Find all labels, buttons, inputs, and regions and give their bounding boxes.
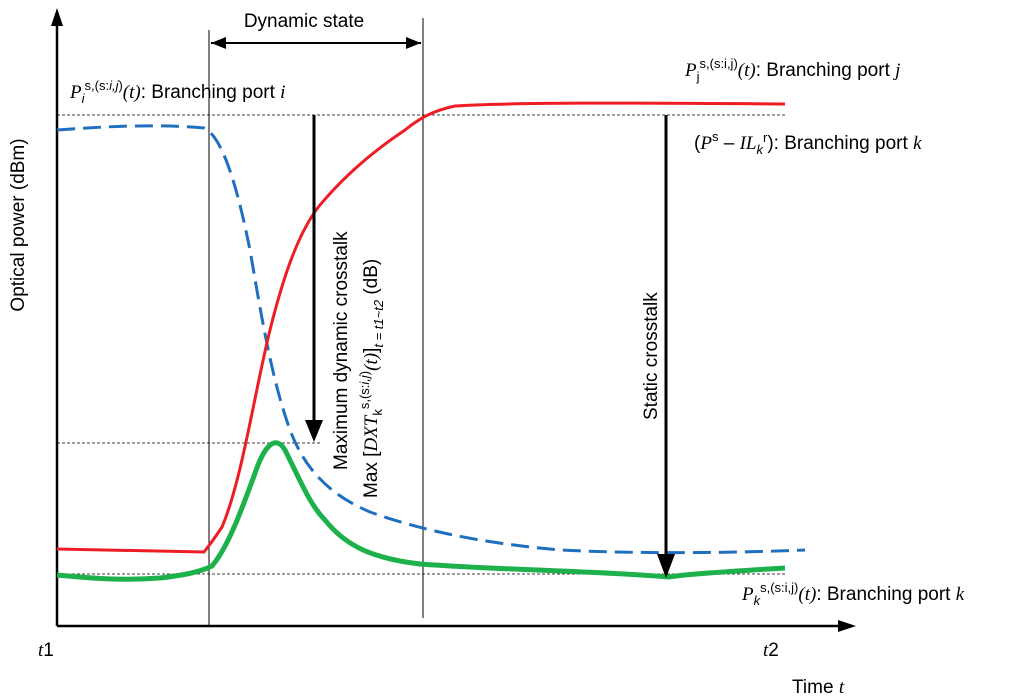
dynamic-state-label: Dynamic state [244, 11, 364, 32]
x-axis-label: Time t [792, 677, 845, 697]
static-crosstalk-label: Static crosstalk [641, 292, 662, 420]
port-k-curve [56, 440, 786, 582]
y-axis-label: Optical power (dBm) [8, 138, 29, 311]
port-k-reference-label: (Ps – ILkr): Branching port k [694, 129, 922, 157]
dynamic-state-arrow-right-head [406, 37, 421, 49]
static-crosstalk-arrow-head [657, 554, 675, 578]
max-crosstalk-formula: Max [DXTks,(s:i,j)(t)]t = t1~t2 (dB) [357, 259, 386, 498]
max-crosstalk-label: Maximum dynamic crosstalk [331, 231, 352, 470]
max-crosstalk-arrow-head [305, 420, 323, 442]
t1-label: t1 [38, 640, 54, 661]
port-i-label: Pis,(s:i,j)(t): Branching port i [69, 78, 285, 106]
x-axis-arrow [838, 620, 856, 632]
t2-label: t2 [763, 640, 779, 661]
port-j-label: Pjs,(s:i,j)(t): Branching port j [684, 56, 900, 84]
port-k-label: Pks,(s:i,j)(t): Branching port k [741, 580, 965, 608]
port-j-curve [56, 101, 786, 554]
port-i-curve [56, 124, 806, 555]
y-axis-arrow [51, 8, 63, 26]
dynamic-state-arrow-left-head [211, 37, 226, 49]
